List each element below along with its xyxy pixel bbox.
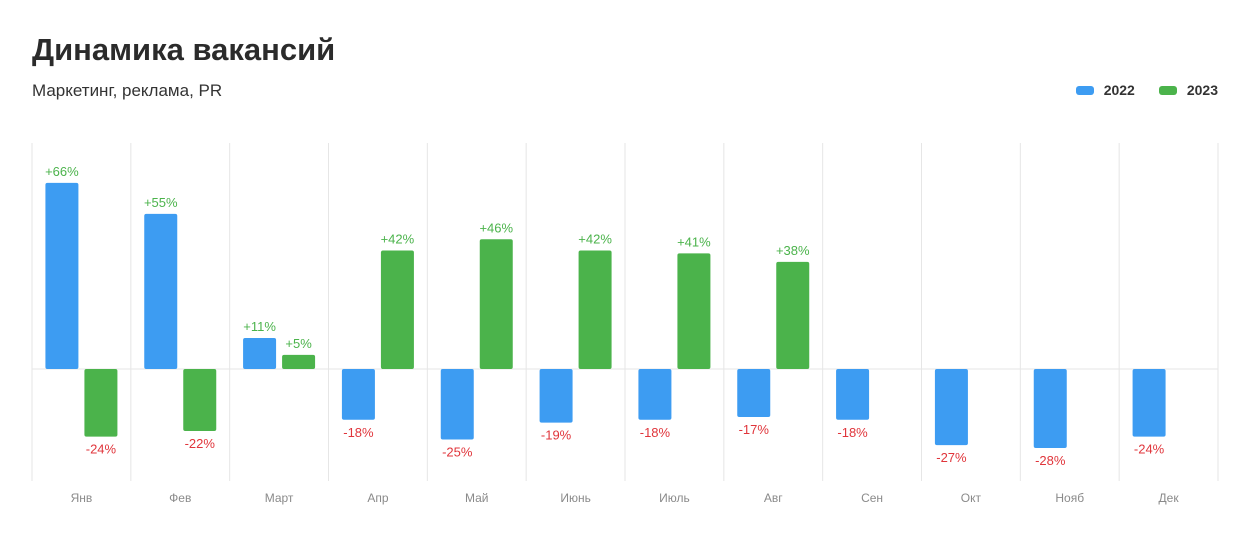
x-tick-label: Сен bbox=[861, 491, 883, 505]
bar-2022-Окт[interactable] bbox=[934, 369, 968, 446]
legend-item-2023[interactable]: 2023 bbox=[1158, 82, 1218, 98]
bar-2022-Июнь[interactable] bbox=[539, 369, 573, 423]
x-tick-label: Июнь bbox=[560, 491, 591, 505]
data-label-2022-Май: -25% bbox=[442, 445, 473, 460]
label-layer: +66% -24% Янв +55% -22% Фев +11% +5% Март -18% +42… bbox=[45, 164, 1179, 505]
x-tick-label: Май bbox=[465, 491, 489, 505]
x-tick-label: Нояб bbox=[1055, 491, 1084, 505]
legend-item-2022[interactable]: 2022 bbox=[1075, 82, 1135, 98]
data-label-2022-Апр: -18% bbox=[343, 425, 374, 440]
bar-2022-Фев[interactable] bbox=[144, 213, 178, 369]
chart-title: Динамика вакансий bbox=[32, 32, 336, 67]
x-tick-label: Март bbox=[265, 491, 294, 505]
bar-2022-Июль[interactable] bbox=[638, 369, 672, 420]
legend-swatch-2022 bbox=[1075, 85, 1094, 95]
data-label-2022-Фев: +55% bbox=[144, 195, 178, 210]
x-tick-label: Окт bbox=[961, 491, 982, 505]
data-label-2023-Апр: +42% bbox=[381, 232, 415, 247]
x-tick-label: Дек bbox=[1159, 491, 1180, 505]
data-label-2022-Авг: -17% bbox=[739, 422, 770, 437]
data-label-2023-Май: +46% bbox=[479, 220, 513, 235]
x-tick-label: Июль bbox=[659, 491, 690, 505]
data-label-2022-Янв: +66% bbox=[45, 164, 79, 179]
data-label-2022-Сен: -18% bbox=[837, 425, 868, 440]
x-tick-label: Фев bbox=[169, 491, 191, 505]
bar-2022-Авг[interactable] bbox=[737, 369, 771, 417]
data-label-2023-Март: +5% bbox=[285, 336, 312, 351]
bar-2022-Апр[interactable] bbox=[341, 369, 375, 420]
data-label-2023-Фев: -22% bbox=[185, 436, 216, 451]
data-label-2023-Янв: -24% bbox=[86, 442, 117, 457]
data-label-2023-Июнь: +42% bbox=[578, 232, 612, 247]
data-label-2022-Окт: -27% bbox=[936, 450, 967, 465]
bar-2022-Нояб[interactable] bbox=[1033, 369, 1067, 448]
bar-layer bbox=[45, 182, 1166, 448]
grid-layer bbox=[31, 143, 1219, 481]
legend-label-2022: 2022 bbox=[1103, 82, 1135, 98]
data-label-2023-Авг: +38% bbox=[776, 243, 810, 258]
data-label-2023-Июль: +41% bbox=[677, 234, 711, 249]
bar-2023-Июнь[interactable] bbox=[578, 250, 612, 369]
data-label-2022-Март: +11% bbox=[243, 319, 276, 334]
chart-legend: 2022 2023 bbox=[1075, 82, 1218, 98]
legend-label-2023: 2023 bbox=[1186, 82, 1218, 98]
bar-2023-Фев[interactable] bbox=[183, 369, 217, 432]
data-label-2022-Дек: -24% bbox=[1134, 442, 1165, 457]
bar-2023-Июль[interactable] bbox=[677, 253, 711, 369]
x-tick-label: Апр bbox=[367, 491, 389, 505]
bar-2022-Дек[interactable] bbox=[1132, 369, 1166, 437]
bar-2022-Сен[interactable] bbox=[836, 369, 870, 420]
bar-2023-Апр[interactable] bbox=[380, 250, 414, 369]
bar-2023-Авг[interactable] bbox=[776, 261, 810, 369]
bar-2023-Май[interactable] bbox=[479, 239, 513, 369]
bar-2022-Март[interactable] bbox=[243, 337, 277, 369]
bar-2022-Май[interactable] bbox=[440, 369, 474, 440]
data-label-2022-Нояб: -28% bbox=[1035, 453, 1066, 468]
data-label-2022-Июнь: -19% bbox=[541, 428, 572, 443]
bar-2023-Март[interactable] bbox=[282, 354, 316, 369]
x-tick-label: Авг bbox=[764, 491, 783, 505]
x-tick-label: Янв bbox=[71, 491, 93, 505]
bar-2023-Янв[interactable] bbox=[84, 369, 118, 437]
legend-swatch-2023 bbox=[1158, 85, 1177, 95]
data-label-2022-Июль: -18% bbox=[640, 425, 671, 440]
chart-subtitle: Маркетинг, реклама, PR bbox=[32, 81, 223, 100]
bar-2022-Янв[interactable] bbox=[45, 182, 79, 369]
